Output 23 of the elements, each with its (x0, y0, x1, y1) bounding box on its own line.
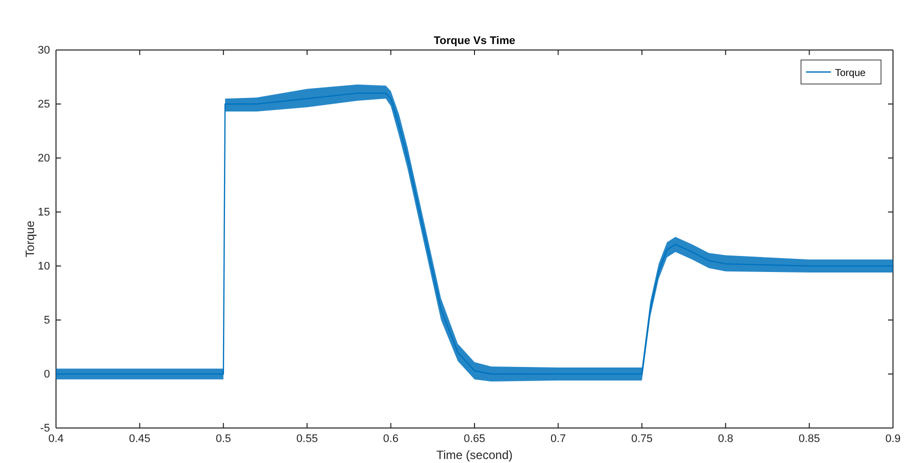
x-tick-label: 0.5 (216, 432, 232, 445)
x-tick-label: 0.65 (464, 432, 486, 445)
x-tick-label: 0.85 (798, 432, 820, 445)
x-tick-label: 0.9 (885, 432, 901, 445)
x-tick-label: 0.45 (128, 432, 150, 445)
y-tick-label: 30 (38, 44, 50, 57)
y-tick-label: 15 (38, 206, 50, 219)
x-tick-label: 0.55 (296, 432, 318, 445)
x-tick-label: 0.75 (631, 432, 653, 445)
x-axis-title: Time (second) (436, 448, 513, 462)
x-tick-label: 0.4 (48, 432, 64, 445)
legend-label: Torque (835, 68, 866, 79)
x-tick-label: 0.6 (383, 432, 398, 445)
y-tick-label: 10 (38, 260, 50, 273)
x-tick-label: 0.7 (550, 432, 566, 445)
y-tick-label: 20 (38, 152, 50, 165)
y-tick-label: 25 (38, 98, 50, 111)
x-tick-label: 0.8 (718, 432, 734, 445)
y-tick-label: 0 (44, 368, 50, 381)
y-axis-title: Torque (23, 220, 37, 258)
chart-title: Torque Vs Time (434, 35, 516, 47)
y-tick-label: 5 (44, 314, 50, 327)
y-tick-label: -5 (40, 422, 50, 435)
